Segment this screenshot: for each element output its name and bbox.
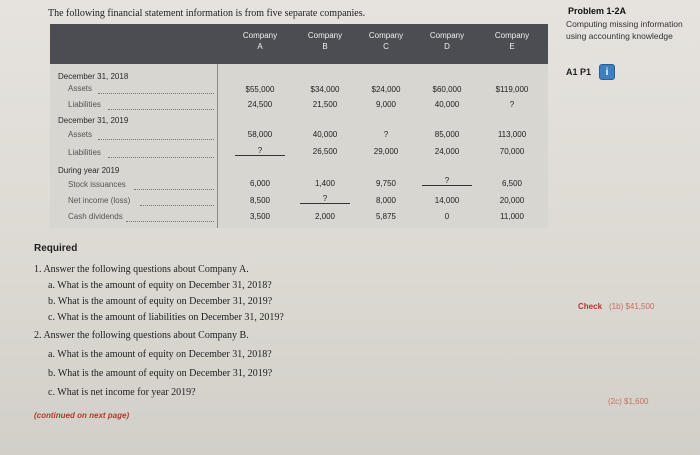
leader-dots [140, 204, 214, 206]
cell-a-assets-2018: $55,000 [245, 85, 275, 94]
column-divider [217, 64, 218, 228]
cell-e-assets-2018: $119,000 [495, 85, 529, 94]
check-value-1b: (1b) $41,500 [609, 302, 655, 311]
check-label: Check [578, 302, 603, 311]
question-2b: b. What is the amount of equity on Decem… [48, 368, 273, 379]
table-header: Company A Company B Company C Company D Comp… [50, 24, 548, 64]
leader-dots [98, 92, 214, 94]
cell-c-assets-2018: $24,000 [371, 85, 401, 94]
question-1: 1. Answer the following questions about … [34, 264, 249, 275]
continued-note: (continued on next page) [34, 411, 130, 420]
objective-codes: A1 P1 i [566, 64, 616, 80]
cell-e-dividends: 11,000 [500, 212, 524, 221]
check-value-2c: (2c) $1,600 [608, 397, 649, 406]
problem-title: Problem 1-2A [568, 6, 627, 16]
table-body: December 31, 2018 Assets $55,000 $34,000… [50, 64, 548, 228]
col-head-c: Company C [368, 31, 404, 51]
cell-d-liab-2018: 40,000 [434, 100, 460, 109]
row-label-net-income: Net income (loss) [68, 196, 131, 205]
cell-c-liab-2019: 29,000 [373, 147, 399, 156]
cell-e-liab-2019: 70,000 [499, 147, 525, 156]
cell-a-stock: 6,000 [249, 179, 271, 188]
cell-c-stock: 9,750 [375, 179, 397, 188]
col-head-d: Company D [429, 31, 465, 51]
cell-b-stock: 1,400 [314, 179, 336, 188]
leader-dots [134, 188, 214, 190]
question-2: 2. Answer the following questions about … [34, 330, 249, 341]
leader-dots [126, 220, 214, 222]
col-head-e: Company E [494, 31, 530, 51]
cell-a-liab-2019: ? [235, 146, 285, 156]
row-label-assets-2019: Assets [68, 130, 93, 139]
cell-b-liab-2019: 26,500 [312, 147, 338, 156]
cell-d-netincome: 14,000 [434, 196, 460, 205]
cell-e-stock: 6,500 [501, 179, 523, 188]
cell-c-netincome: 8,000 [375, 196, 397, 205]
cell-d-liab-2019: 24,000 [434, 147, 460, 156]
row-label-liabilities-2019: Liabilities [68, 148, 101, 157]
cell-c-dividends: 5,875 [375, 212, 397, 221]
cell-a-netincome: 8,500 [249, 196, 271, 205]
leader-dots [98, 138, 214, 140]
cell-d-assets-2018: $60,000 [432, 85, 462, 94]
section-dec-2018: December 31, 2018 [58, 72, 129, 81]
cell-c-assets-2019: ? [383, 130, 389, 139]
cell-e-assets-2019: 113,000 [497, 130, 527, 139]
cell-a-dividends: 3,500 [249, 212, 271, 221]
question-1c: c. What is the amount of liabilities on … [48, 312, 284, 323]
info-icon: i [599, 64, 616, 80]
col-head-b: Company B [307, 31, 343, 51]
question-2c: c. What is net income for year 2019? [48, 387, 196, 398]
col-head-a: Company A [242, 31, 278, 51]
row-label-cash-dividends: Cash dividends [68, 212, 123, 221]
problem-subtitle: Computing missing information using acco… [566, 19, 683, 41]
cell-b-assets-2018: $34,000 [310, 85, 340, 94]
section-during-2019: During year 2019 [58, 166, 120, 175]
cell-b-dividends: 2,000 [314, 212, 336, 221]
cell-a-assets-2019: 58,000 [247, 130, 273, 139]
row-label-liabilities-2018: Liabilities [68, 100, 101, 109]
section-dec-2019: December 31, 2019 [58, 116, 129, 125]
codes-text: A1 P1 [566, 67, 592, 77]
intro-text: The following financial statement inform… [48, 8, 366, 19]
cell-a-liab-2018: 24,500 [247, 100, 273, 109]
cell-b-liab-2018: 21,500 [312, 100, 338, 109]
cell-b-netincome: ? [300, 194, 350, 204]
question-1b: b. What is the amount of equity on Decem… [48, 296, 273, 307]
cell-e-liab-2018: ? [509, 100, 515, 109]
question-1a: a. What is the amount of equity on Decem… [48, 280, 272, 291]
cell-b-assets-2019: 40,000 [312, 130, 338, 139]
cell-d-dividends: 0 [444, 212, 450, 221]
leader-dots [108, 108, 214, 110]
cell-d-assets-2019: 85,000 [434, 130, 460, 139]
cell-c-liab-2018: 9,000 [375, 100, 397, 109]
cell-d-stock: ? [422, 176, 472, 186]
cell-e-netincome: 20,000 [499, 196, 525, 205]
leader-dots [108, 156, 214, 158]
row-label-assets-2018: Assets [68, 84, 93, 93]
required-heading: Required [34, 243, 78, 254]
question-2a: a. What is the amount of equity on Decem… [48, 349, 272, 360]
row-label-stock-issuances: Stock issuances [68, 180, 126, 189]
